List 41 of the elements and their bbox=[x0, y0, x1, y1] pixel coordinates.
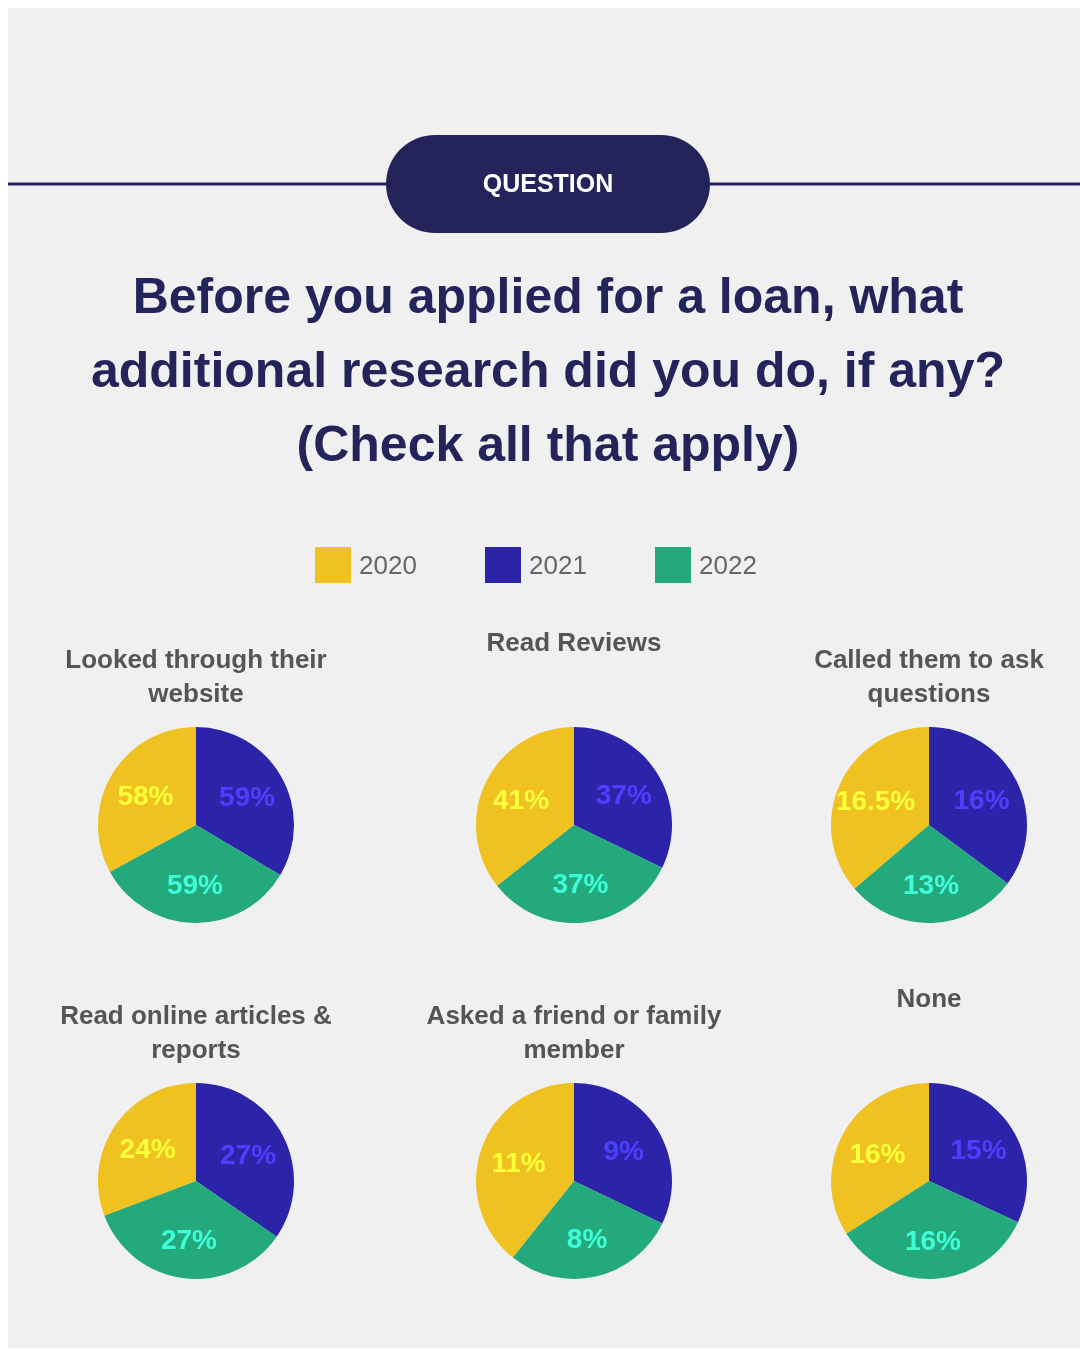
chart-title: Called them to ask questions bbox=[814, 644, 1045, 708]
text: Looked through their website bbox=[65, 644, 327, 708]
legend-label: 2020 bbox=[359, 550, 417, 580]
data-label: 16% bbox=[849, 1137, 906, 1169]
pie-slice bbox=[497, 825, 663, 923]
data-label: 27% bbox=[220, 1138, 277, 1170]
pie-slice bbox=[104, 1181, 277, 1279]
data-label: 16% bbox=[904, 1224, 962, 1256]
data-label: 13% bbox=[903, 868, 960, 900]
legend-label: 2022 bbox=[699, 550, 757, 580]
pie-slice bbox=[109, 825, 281, 923]
data-label: 59% bbox=[219, 780, 276, 812]
chart-title: Read online articles & reports bbox=[60, 1000, 332, 1064]
pie-slice bbox=[98, 727, 196, 872]
data-label: 16.5% bbox=[835, 785, 916, 817]
legend-label: 2021 bbox=[529, 550, 587, 580]
text: QUESTION bbox=[482, 169, 614, 197]
data-label: 37% bbox=[552, 868, 609, 900]
pie-slice bbox=[929, 1083, 1027, 1223]
data-label: 27% bbox=[160, 1224, 218, 1256]
data-label: 58% bbox=[117, 780, 174, 811]
data-label: 8% bbox=[566, 1223, 608, 1255]
pie-slice bbox=[574, 727, 672, 868]
pie-slice bbox=[854, 825, 1008, 923]
pie-slice bbox=[98, 1083, 196, 1216]
data-label: 11% bbox=[491, 1146, 546, 1178]
data-label: 37% bbox=[595, 778, 652, 810]
text: Before you applied for a loan, what additional research did you do, if any? (Check all that apply) bbox=[90, 268, 1006, 472]
chart-title: Read Reviews bbox=[486, 627, 662, 657]
data-label: 9% bbox=[603, 1134, 645, 1166]
data-label: 15% bbox=[950, 1134, 1007, 1166]
pie-slice bbox=[512, 1181, 663, 1279]
data-label: 59% bbox=[166, 868, 224, 900]
pie-slice bbox=[574, 1083, 672, 1224]
data-label: 24% bbox=[119, 1132, 176, 1164]
chart-title: None bbox=[896, 983, 962, 1013]
data-label: 16% bbox=[953, 783, 1010, 815]
pie-slice bbox=[846, 1181, 1018, 1279]
data-label: 41% bbox=[493, 784, 550, 816]
chart-title: Asked a friend or family member bbox=[426, 1000, 722, 1064]
pie-slice bbox=[196, 727, 294, 876]
